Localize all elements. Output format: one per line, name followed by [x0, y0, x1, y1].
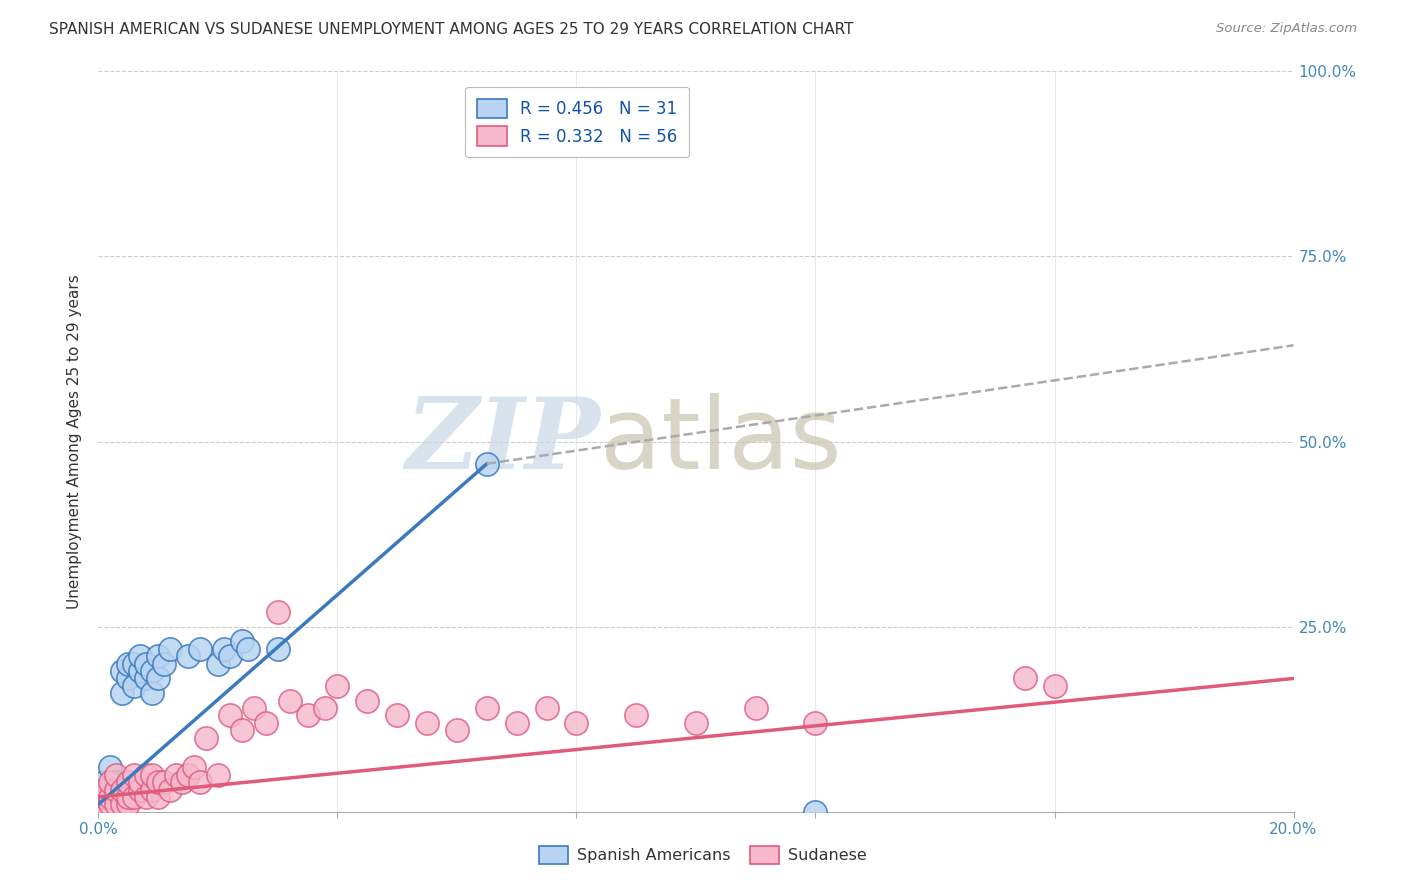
- Point: [98, 782, 122, 797]
- Point: [93, 782, 115, 797]
- Point: [124, 657, 146, 671]
- Point: [105, 767, 128, 781]
- Point: [135, 767, 157, 781]
- Point: [117, 672, 139, 686]
- Point: [1043, 679, 1066, 693]
- Point: [177, 767, 200, 781]
- Point: [129, 649, 152, 664]
- Point: [129, 664, 152, 678]
- Point: [148, 775, 170, 789]
- Point: [565, 715, 588, 730]
- Point: [129, 775, 152, 789]
- Point: [98, 775, 122, 789]
- Point: [117, 657, 139, 671]
- Point: [475, 701, 498, 715]
- Point: [315, 701, 337, 715]
- Point: [124, 789, 146, 804]
- Point: [243, 701, 266, 715]
- Point: [129, 782, 152, 797]
- Point: [506, 715, 529, 730]
- Point: [326, 679, 349, 693]
- Point: [124, 767, 146, 781]
- Point: [159, 641, 181, 656]
- Point: [93, 797, 115, 812]
- Point: [93, 775, 115, 789]
- Point: [195, 731, 218, 745]
- Text: ZIP: ZIP: [405, 393, 600, 490]
- Text: SPANISH AMERICAN VS SUDANESE UNEMPLOYMENT AMONG AGES 25 TO 29 YEARS CORRELATION : SPANISH AMERICAN VS SUDANESE UNEMPLOYMEN…: [49, 22, 853, 37]
- Point: [475, 457, 498, 471]
- Point: [135, 672, 157, 686]
- Point: [141, 686, 163, 700]
- Point: [356, 694, 378, 708]
- Y-axis label: Unemployment Among Ages 25 to 29 years: Unemployment Among Ages 25 to 29 years: [67, 274, 83, 609]
- Point: [297, 708, 319, 723]
- Point: [105, 775, 128, 789]
- Point: [153, 775, 176, 789]
- Point: [536, 701, 558, 715]
- Point: [1014, 672, 1036, 686]
- Point: [111, 686, 134, 700]
- Point: [111, 782, 134, 797]
- Point: [212, 641, 235, 656]
- Point: [267, 641, 290, 656]
- Point: [141, 664, 163, 678]
- Point: [385, 708, 409, 723]
- Point: [219, 708, 242, 723]
- Point: [117, 775, 139, 789]
- Point: [254, 715, 277, 730]
- Point: [183, 760, 205, 774]
- Point: [93, 789, 115, 804]
- Point: [188, 775, 211, 789]
- Point: [159, 782, 181, 797]
- Point: [124, 679, 146, 693]
- Point: [416, 715, 439, 730]
- Point: [804, 805, 827, 819]
- Point: [267, 605, 290, 619]
- Point: [172, 775, 194, 789]
- Point: [105, 782, 128, 797]
- Legend: Spanish Americans, Sudanese: Spanish Americans, Sudanese: [533, 839, 873, 871]
- Point: [165, 767, 187, 781]
- Point: [236, 641, 259, 656]
- Point: [745, 701, 768, 715]
- Point: [135, 789, 157, 804]
- Point: [804, 715, 827, 730]
- Point: [148, 789, 170, 804]
- Text: Source: ZipAtlas.com: Source: ZipAtlas.com: [1216, 22, 1357, 36]
- Legend: R = 0.456   N = 31, R = 0.332   N = 56: R = 0.456 N = 31, R = 0.332 N = 56: [465, 87, 689, 157]
- Point: [141, 782, 163, 797]
- Point: [207, 657, 229, 671]
- Point: [219, 649, 242, 664]
- Point: [105, 797, 128, 812]
- Point: [231, 723, 253, 738]
- Text: atlas: atlas: [600, 393, 842, 490]
- Point: [98, 760, 122, 774]
- Point: [111, 664, 134, 678]
- Point: [177, 649, 200, 664]
- Point: [105, 789, 128, 804]
- Point: [188, 641, 211, 656]
- Point: [117, 789, 139, 804]
- Point: [141, 767, 163, 781]
- Point: [626, 708, 648, 723]
- Point: [153, 657, 176, 671]
- Point: [135, 657, 157, 671]
- Point: [117, 797, 139, 812]
- Point: [98, 797, 122, 812]
- Point: [148, 649, 170, 664]
- Point: [207, 767, 229, 781]
- Point: [148, 672, 170, 686]
- Point: [278, 694, 301, 708]
- Point: [111, 797, 134, 812]
- Point: [98, 789, 122, 804]
- Point: [231, 634, 253, 648]
- Point: [685, 715, 707, 730]
- Point: [446, 723, 468, 738]
